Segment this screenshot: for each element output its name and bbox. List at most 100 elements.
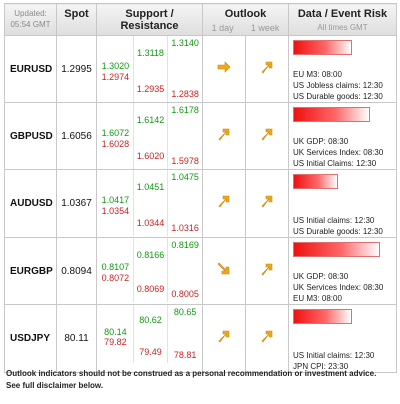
outlook-week [245, 304, 289, 373]
updated-cell: Updated: 05:54 GMT [4, 3, 57, 36]
outlook-day [202, 102, 246, 170]
outlook-header: Outlook 1 day 1 week [202, 3, 289, 36]
support-1: 1.0354 [101, 206, 130, 217]
arrow-up-right-icon [260, 194, 274, 208]
risk-header-label: Data / Event Risk [297, 8, 388, 20]
event-item: UK Services Index: 08:30 [293, 283, 384, 292]
resistance-2: 80.62 [139, 315, 162, 326]
risk-bar [293, 309, 353, 324]
table-row: USDJPY 80.11 80.14 79.82 80.62 79.49 80.65 78.8… [4, 304, 397, 373]
arrow-up-right-icon [217, 329, 231, 343]
event-item: US Initial Claims: 12:30 [293, 159, 377, 168]
event-item: US Initial claims: 12:30 [293, 351, 375, 360]
event-item: US Durable goods: 12:30 [293, 92, 383, 101]
resistance-3: 1.6178 [171, 105, 199, 115]
arrow-up-right-icon [260, 262, 274, 276]
outlook-week [245, 237, 289, 305]
event-item: UK Services Index: 08:30 [293, 148, 384, 157]
pair-name[interactable]: EURUSD [4, 35, 57, 103]
event-item: US Initial claims: 12:30 [293, 216, 375, 225]
outlook-week [245, 169, 289, 238]
spot-price: 80.11 [56, 304, 97, 373]
pair-name[interactable]: AUDUSD [4, 169, 57, 238]
support-resistance-cell: 1.6072 1.6028 1.6142 1.6020 1.6178 1.5978 [96, 102, 203, 170]
outlook-week-label: 1 week [250, 23, 280, 33]
support-3: 78.81 [173, 350, 197, 360]
resistance-2: 1.6142 [136, 114, 165, 125]
disclaimer: Outlook indicators should not be constru… [6, 368, 376, 392]
outlook-week [245, 35, 289, 103]
spot-header-label: Spot [64, 8, 89, 20]
event-risk-cell: UK GDP: 08:30 UK Services Index: 08:30 US … [288, 102, 397, 170]
arrow-right-icon [217, 60, 231, 74]
outlook-day [202, 35, 246, 103]
support-3: 1.2838 [171, 89, 199, 99]
resistance-2: 1.0451 [136, 181, 165, 192]
support-1: 1.6028 [101, 139, 130, 150]
sr-header: Support / Resistance [96, 3, 203, 36]
outlook-day [202, 169, 246, 238]
updated-time: 05:54 GMT [10, 20, 51, 29]
pair-name[interactable]: USDJPY [4, 304, 57, 373]
outlook-day-label: 1 day [211, 23, 234, 33]
pair-name[interactable]: GBPUSD [4, 102, 57, 170]
spot-header: Spot [56, 3, 97, 36]
resistance-1: 80.14 [104, 327, 127, 338]
resistance-3: 1.0475 [171, 172, 199, 182]
disclaimer-line-2: See full disclaimer below. [6, 381, 104, 390]
table-header: Updated: 05:54 GMT Spot Support / Resist… [4, 3, 397, 36]
pair-name[interactable]: EURGBP [4, 237, 57, 305]
support-2: 1.2935 [136, 83, 165, 94]
resistance-2: 1.3118 [137, 47, 164, 58]
spot-price: 0.8094 [56, 237, 97, 305]
forex-table: Updated: 05:54 GMT Spot Support / Resist… [4, 3, 397, 373]
support-2: 1.6020 [136, 150, 165, 161]
times-note: All times GMT [317, 23, 368, 32]
table-row: AUDUSD 1.0367 1.0417 1.0354 1.0451 1.0344 1.04… [4, 169, 397, 238]
risk-bar [293, 242, 381, 257]
support-3: 1.5978 [171, 156, 199, 166]
event-item: JPN CPI: 23:30 [293, 362, 349, 371]
event-risk-cell: EU M3: 08:00 US Jobless claims: 12:30 US D… [288, 35, 397, 103]
arrow-up-right-icon [217, 194, 231, 208]
support-1: 79.82 [104, 336, 127, 347]
support-2: 79.49 [139, 346, 162, 357]
outlook-header-label: Outlook [224, 8, 267, 20]
arrow-down-right-icon [217, 262, 231, 276]
arrow-up-right-icon [260, 127, 274, 141]
resistance-3: 0.8169 [171, 240, 199, 250]
arrow-up-right-icon [217, 127, 231, 141]
support-resistance-cell: 0.8107 0.8072 0.8166 0.8069 0.8169 0.8005 [96, 237, 203, 305]
resistance-1: 0.8107 [101, 262, 130, 273]
resistance-3: 80.65 [173, 307, 197, 317]
support-1: 0.8072 [101, 273, 130, 284]
disclaimer-line-1: Outlook indicators should not be constru… [6, 369, 377, 378]
event-risk-cell: UK GDP: 08:30 UK Services Index: 08:30 EU … [288, 237, 397, 305]
support-3: 0.8005 [171, 289, 199, 299]
event-item: EU M3: 08:00 [293, 294, 342, 303]
support-2: 1.0344 [136, 217, 165, 228]
event-item: US Jobless claims: 12:30 [293, 81, 383, 90]
support-3: 1.0316 [171, 223, 199, 233]
support-resistance-cell: 1.3020 1.2974 1.3118 1.2935 1.3140 1.2838 [96, 35, 203, 103]
resistance-3: 1.3140 [171, 38, 199, 48]
event-item: UK GDP: 08:30 [293, 137, 349, 146]
table-row: EURUSD 1.2995 1.3020 1.2974 1.3118 1.2935 1.31… [4, 35, 397, 103]
event-item: EU M3: 08:00 [293, 70, 342, 79]
event-risk-cell: US Initial claims: 12:30 JPN CPI: 23:30 [288, 304, 397, 373]
event-risk-cell: US Initial claims: 12:30 US Durable goods… [288, 169, 397, 238]
support-resistance-cell: 1.0417 1.0354 1.0451 1.0344 1.0475 1.0316 [96, 169, 203, 238]
spot-price: 1.2995 [56, 35, 97, 103]
resistance-2: 0.8166 [136, 249, 165, 260]
spot-price: 1.6056 [56, 102, 97, 170]
table-row: GBPUSD 1.6056 1.6072 1.6028 1.6142 1.6020 1.61… [4, 102, 397, 170]
risk-bar [293, 107, 371, 122]
arrow-up-right-icon [260, 329, 274, 343]
outlook-week [245, 102, 289, 170]
support-2: 0.8069 [136, 284, 165, 295]
risk-bar [293, 174, 338, 189]
updated-label: Updated: [14, 9, 47, 18]
risk-header: Data / Event Risk All times GMT [288, 3, 397, 36]
arrow-up-right-icon [260, 60, 274, 74]
